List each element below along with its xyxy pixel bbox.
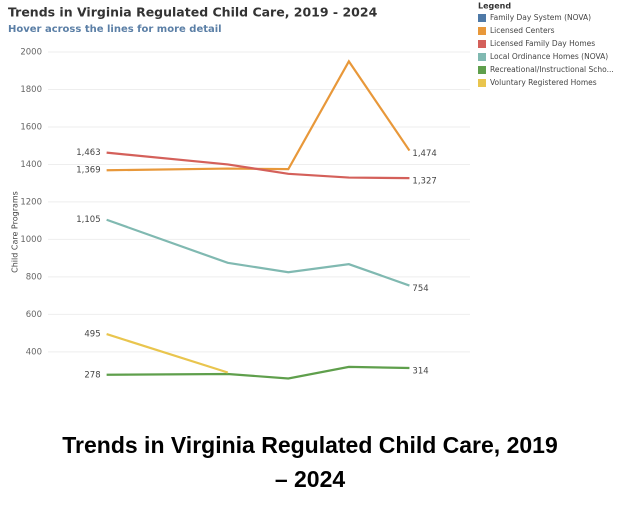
legend-swatch	[478, 27, 486, 35]
legend-label: Recreational/Instructional Scho...	[490, 65, 614, 74]
legend-swatch	[478, 53, 486, 61]
data-label: 1,474	[412, 149, 436, 159]
data-label: 495	[84, 330, 100, 340]
legend-label: Voluntary Registered Homes	[490, 78, 597, 87]
y-tick-label: 1200	[20, 197, 42, 207]
legend-swatch	[478, 14, 486, 22]
data-label: 278	[84, 370, 100, 380]
legend-swatch	[478, 66, 486, 74]
chart-title: Trends in Virginia Regulated Child Care,…	[8, 5, 378, 20]
caption: Trends in Virginia Regulated Child Care,…	[62, 432, 558, 492]
y-tick-label: 800	[26, 272, 42, 282]
chart: Trends in Virginia Regulated Child Care,…	[8, 2, 614, 381]
series-line	[106, 218, 410, 287]
series-line	[106, 59, 411, 172]
legend-label: Licensed Centers	[490, 26, 555, 35]
y-tick-label: 1600	[20, 122, 42, 132]
y-tick-label: 1000	[20, 235, 42, 245]
data-label: 314	[412, 367, 428, 377]
y-tick-label: 600	[26, 310, 42, 320]
y-axis-label: Child Care Programs	[11, 191, 20, 273]
legend-label: Family Day System (NOVA)	[490, 13, 591, 22]
legend-label: Licensed Family Day Homes	[490, 39, 595, 48]
y-tick-label: 400	[26, 347, 42, 357]
data-label: 1,463	[76, 148, 100, 158]
y-tick-label: 2000	[20, 47, 42, 57]
series-line	[106, 333, 229, 374]
legend-swatch	[478, 40, 486, 48]
chart-subtitle: Hover across the lines for more detail	[8, 24, 222, 35]
series-line	[106, 365, 410, 380]
legend-label: Local Ordinance Homes (NOVA)	[490, 52, 608, 61]
legend-title: Legend	[478, 2, 511, 11]
y-tick-label: 1800	[20, 85, 42, 95]
data-label: 1,327	[412, 177, 436, 187]
y-tick-label: 1400	[20, 160, 42, 170]
legend-swatch	[478, 79, 486, 87]
data-label: 754	[412, 284, 428, 294]
data-label: 1,369	[76, 166, 100, 176]
series-line	[106, 151, 410, 180]
data-label: 1,105	[76, 215, 100, 225]
